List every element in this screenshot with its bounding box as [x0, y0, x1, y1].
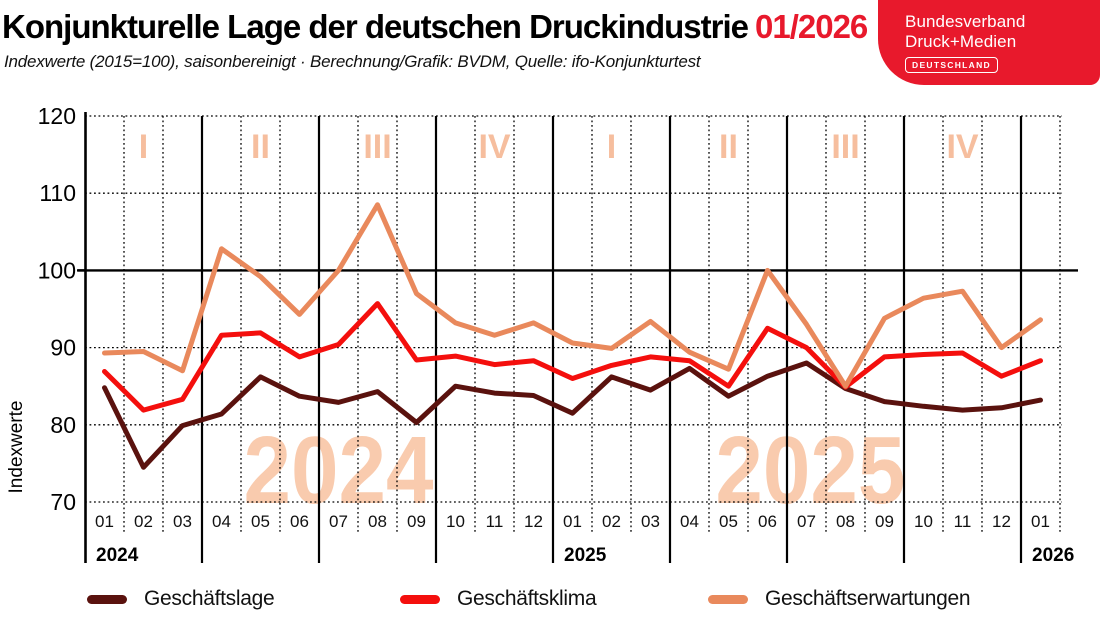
x-tick-label: 12 — [992, 512, 1011, 531]
legend-label: Geschäftsklima — [457, 587, 597, 610]
x-tick-label: 06 — [758, 512, 777, 531]
series-line-geschftserwartungen — [102, 202, 1043, 389]
quarter-label: IV — [946, 128, 978, 166]
x-tick-label: 04 — [680, 512, 699, 531]
y-tick-label: 110 — [39, 180, 76, 206]
logo-line2: Druck+Medien — [905, 32, 1017, 51]
year-label: 2025 — [564, 545, 607, 566]
page-title-text: Konjunkturelle Lage der deutschen Drucki… — [2, 8, 749, 45]
watermark-year: 2025 — [715, 417, 905, 524]
quarter-label: II — [251, 128, 270, 166]
y-tick-label: 70 — [50, 489, 76, 515]
logo-line1: Bundesverband — [905, 12, 1026, 31]
watermark-year: 2024 — [244, 417, 434, 524]
x-tick-label: 07 — [329, 512, 348, 531]
x-tick-label: 08 — [836, 512, 855, 531]
x-tick-label: 04 — [212, 512, 231, 531]
series-line-geschftsklima — [102, 301, 1043, 413]
x-tick-label: 03 — [173, 512, 192, 531]
legend-swatch-geschaeftsklima — [400, 594, 440, 604]
quarter-label: II — [719, 128, 738, 166]
legend-item-geschaeftsklima: Geschäftsklima — [400, 587, 597, 611]
quarter-label: I — [139, 128, 148, 166]
x-tick-label: 12 — [524, 512, 543, 531]
year-label: 2024 — [96, 545, 139, 566]
x-tick-label: 01 — [95, 512, 114, 531]
quarter-label: I — [607, 128, 616, 166]
bvdm-logo: Bundesverband Druck+Medien DEUTSCHLAND — [878, 0, 1100, 85]
legend-item-geschaeftserwartungen: Geschäftserwartungen — [708, 587, 971, 611]
x-tick-label: 08 — [368, 512, 387, 531]
legend-label: Geschäftserwartungen — [765, 587, 971, 610]
y-tick-label: 90 — [50, 335, 76, 361]
x-tick-label: 06 — [290, 512, 309, 531]
x-tick-label: 01 — [563, 512, 582, 531]
x-tick-label: 10 — [446, 512, 465, 531]
quarter-label: III — [831, 128, 859, 166]
quarter-label: IV — [478, 128, 510, 166]
x-tick-label: 05 — [251, 512, 270, 531]
y-tick-label: 80 — [50, 412, 76, 438]
logo-badge: DEUTSCHLAND — [905, 57, 998, 73]
page-title: Konjunkturelle Lage der deutschen Drucki… — [2, 8, 872, 46]
x-tick-label: 07 — [797, 512, 816, 531]
legend-item-geschaeftslage: Geschäftslage — [87, 587, 275, 611]
page-title-period: 01/2026 — [754, 8, 868, 45]
year-label: 2026 — [1032, 545, 1074, 566]
legend-label: Geschäftslage — [144, 587, 275, 610]
x-tick-label: 11 — [954, 512, 972, 531]
legend-swatch-geschaeftslage — [87, 594, 127, 604]
quarter-label: III — [363, 128, 391, 166]
x-tick-label: 02 — [134, 512, 153, 531]
y-axis-title: Indexwerte — [6, 401, 27, 494]
x-tick-label: 11 — [486, 512, 504, 531]
series-line-geschftslage — [102, 360, 1043, 470]
y-tick-label: 120 — [38, 103, 76, 129]
x-tick-label: 03 — [641, 512, 660, 531]
x-tick-label: 02 — [602, 512, 621, 531]
x-tick-label: 09 — [407, 512, 426, 531]
header: Konjunkturelle Lage der deutschen Drucki… — [2, 8, 872, 72]
y-tick-label: 100 — [38, 257, 76, 283]
x-tick-label: 10 — [914, 512, 933, 531]
legend-swatch-geschaeftserwartungen — [708, 594, 748, 604]
page-subtitle: Indexwerte (2015=100), saisonbereinigt ·… — [4, 52, 701, 71]
x-tick-label: 09 — [875, 512, 894, 531]
x-tick-label: 01 — [1031, 512, 1050, 531]
chart-legend: Geschäftslage Geschäftsklima Geschäftser… — [0, 587, 1100, 615]
x-tick-label: 05 — [719, 512, 738, 531]
